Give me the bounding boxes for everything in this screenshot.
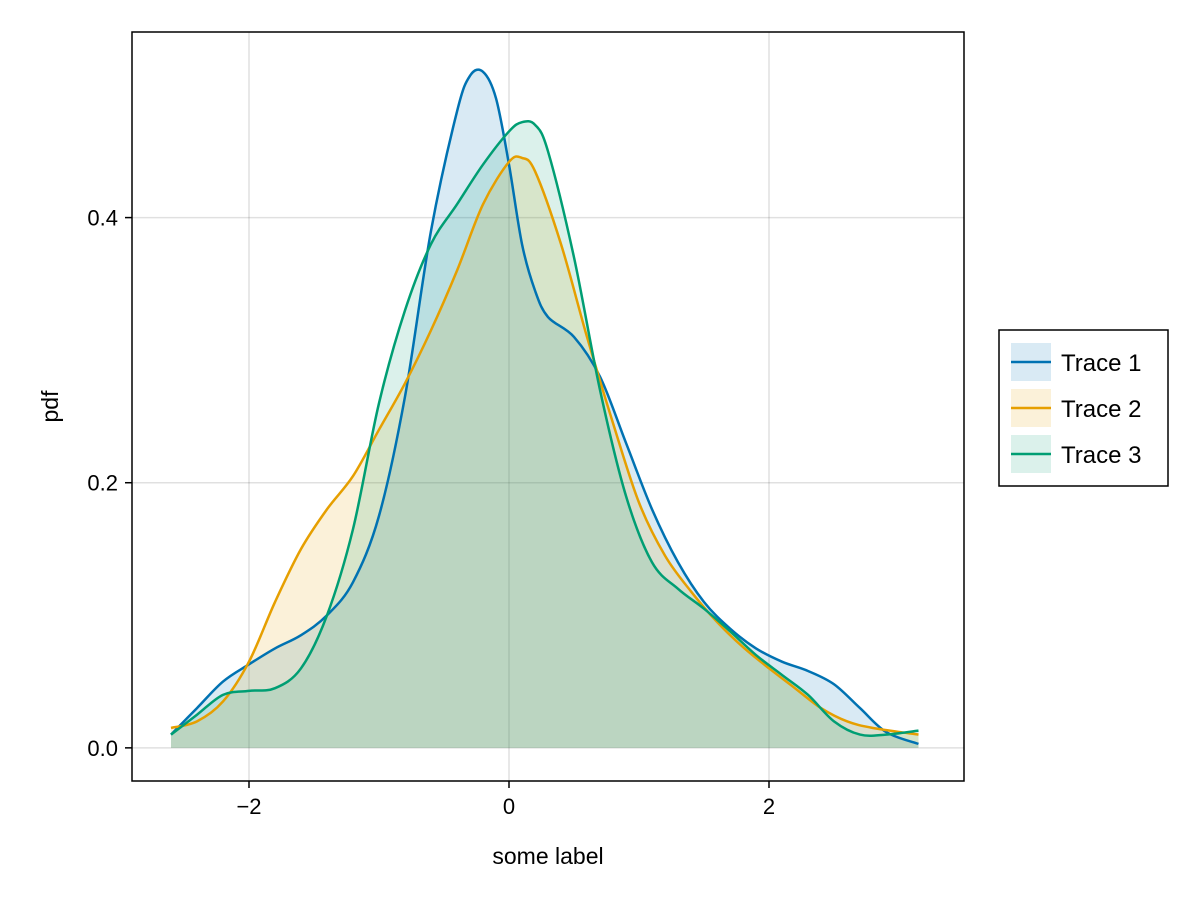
area-1 bbox=[171, 69, 919, 748]
x-axis-label: some label bbox=[492, 843, 603, 869]
legend-label: Trace 3 bbox=[1061, 442, 1141, 469]
area-2 bbox=[171, 156, 919, 748]
y-tick-label: 0.0 bbox=[87, 736, 118, 761]
legend-label: Trace 2 bbox=[1061, 396, 1141, 423]
axis-ticks: −2 0 2 0.0 0.2 0.4 bbox=[87, 206, 775, 819]
grid-lines bbox=[132, 32, 964, 781]
legend-label: Trace 1 bbox=[1061, 350, 1141, 377]
y-tick-label: 0.2 bbox=[87, 471, 118, 496]
line-3 bbox=[170, 119, 919, 737]
x-tick-label: 2 bbox=[763, 794, 775, 819]
line-1 bbox=[170, 68, 919, 746]
legend-box bbox=[998, 329, 1169, 487]
plot-frame bbox=[131, 31, 965, 782]
line-2 bbox=[170, 155, 919, 736]
legend: Trace 1 Trace 2 Trace 3 bbox=[998, 329, 1169, 487]
x-tick-label: −2 bbox=[236, 794, 261, 819]
density-areas bbox=[171, 69, 919, 748]
y-axis-label: pdf bbox=[37, 390, 63, 423]
area-3 bbox=[171, 121, 919, 748]
x-tick-label: 0 bbox=[503, 794, 515, 819]
density-lines bbox=[170, 68, 919, 746]
y-tick-label: 0.4 bbox=[87, 206, 118, 231]
